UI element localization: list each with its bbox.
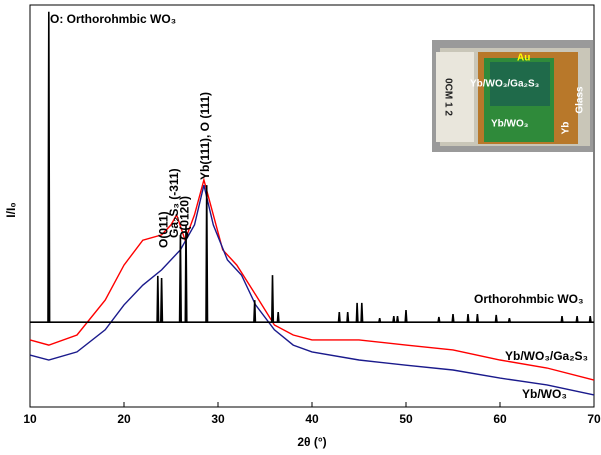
- x-tick-label: 40: [305, 412, 319, 426]
- x-tick-label: 20: [117, 412, 131, 426]
- peak-annotation: Yb(111), O (111): [198, 92, 212, 180]
- ga2s3-layer: [490, 62, 550, 106]
- peak-annotation: Ga₂S₃ (-311): [167, 168, 181, 238]
- inset-label: Yb/WO₃: [491, 119, 529, 130]
- y-axis-label: I/I₀: [4, 202, 18, 217]
- x-axis-label: 2θ (°): [297, 435, 326, 449]
- peak-annotation: O(0120): [177, 196, 191, 240]
- series-line: [29, 184, 595, 396]
- x-tick-label: 60: [493, 412, 507, 426]
- series-line: [30, 11, 594, 323]
- series-label: Yb/WO₃/Ga₂S₃: [505, 349, 588, 363]
- series-label: Yb/WO₃: [522, 387, 567, 401]
- series-label: Orthorohmbic WO₃: [474, 292, 584, 306]
- inset-label: Yb: [561, 122, 572, 135]
- x-tick-label: 50: [399, 412, 413, 426]
- peak-annotation: O(011): [157, 211, 171, 248]
- ruler: [436, 52, 474, 142]
- x-tick-label: 30: [211, 412, 225, 426]
- series-line: [29, 177, 595, 381]
- chart-title: O: Orthorohmbic WO₃: [50, 12, 176, 26]
- x-tick-label: 70: [587, 412, 601, 426]
- inset-label: Au: [517, 53, 530, 64]
- inset-label: Glass: [575, 86, 586, 114]
- inset-photo: [432, 40, 593, 152]
- inset-label: Yb/WO₃/Ga₂S₃: [470, 79, 540, 90]
- inset-label: 0CM 1 2: [442, 78, 453, 116]
- x-tick-label: 10: [23, 412, 37, 426]
